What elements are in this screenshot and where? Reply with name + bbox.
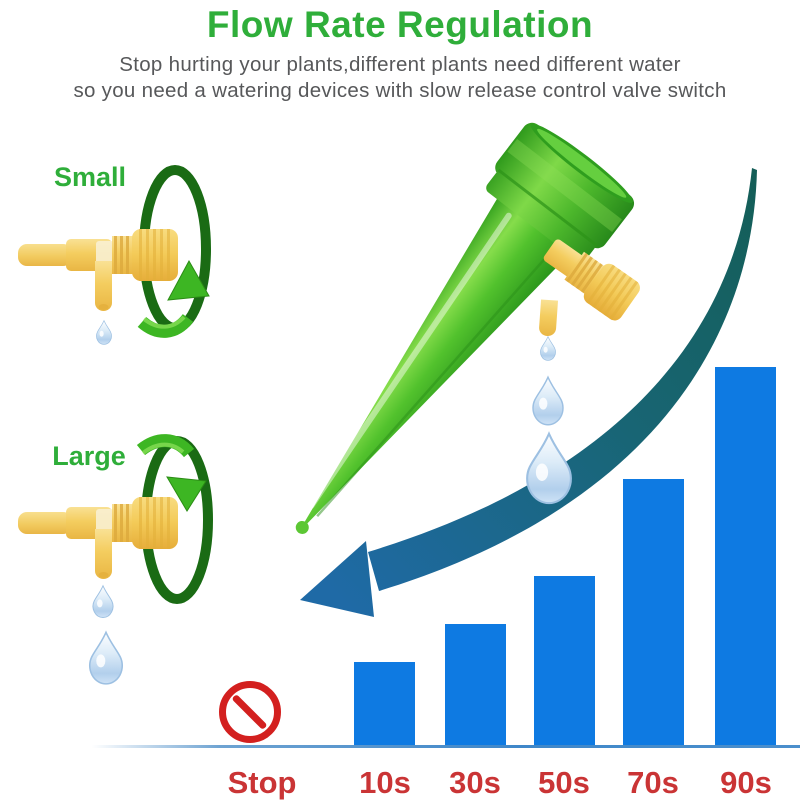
subtitle: Stop hurting your plants,different plant… <box>0 52 800 104</box>
axis-label-stop: Stop <box>227 765 297 800</box>
small-flow-label: Small <box>53 162 127 192</box>
bar-90s <box>715 367 776 747</box>
bar-30s <box>445 624 506 747</box>
chart-baseline <box>92 745 800 748</box>
bar-70s <box>623 479 684 747</box>
axis-label-30s: 30s <box>449 765 501 800</box>
axis-label-50s: 50s <box>538 765 590 800</box>
page-title: Flow Rate Regulation <box>206 4 594 45</box>
bar-10s <box>354 662 415 747</box>
subtitle-line-1: Stop hurting your plants,different plant… <box>119 53 681 76</box>
axis-label-10s: 10s <box>359 765 411 800</box>
subtitle-line-2: so you need a watering devices with slow… <box>73 79 727 102</box>
large-flow-label: Large <box>52 441 126 471</box>
stop-prohibition-icon <box>219 681 281 743</box>
axis-label-90s: 90s <box>720 765 772 800</box>
stop-slash-icon <box>231 693 268 731</box>
axis-label-70s: 70s <box>627 765 679 800</box>
bar-50s <box>534 576 595 747</box>
